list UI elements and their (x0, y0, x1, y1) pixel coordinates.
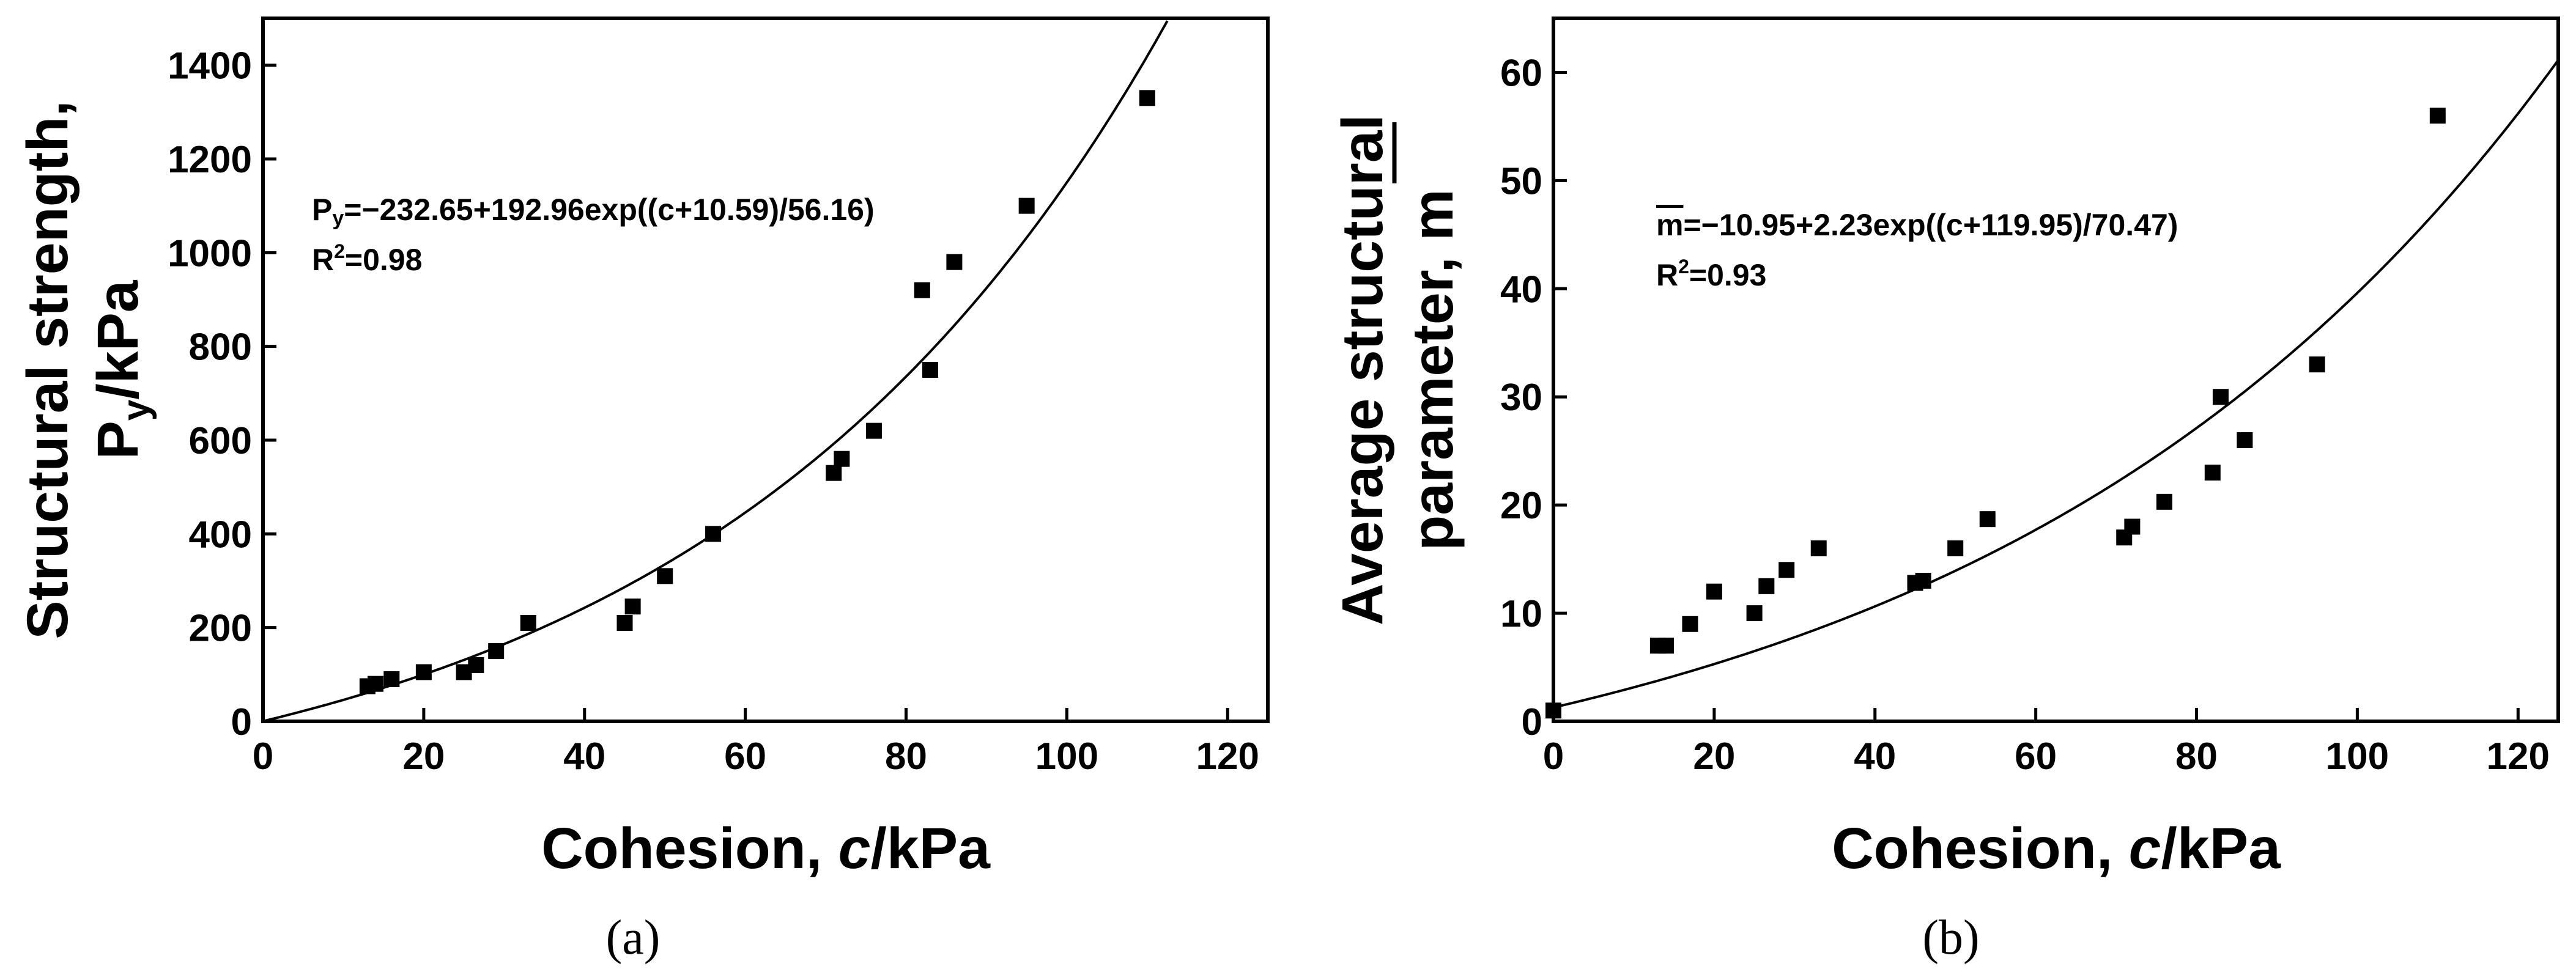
panel-b-fit-group (1553, 59, 2559, 709)
panel-b-x-tick-label-1: 20 (1693, 735, 1735, 778)
panel-b-data-point-2 (1658, 638, 1675, 654)
panel-a-y-tick-label-7: 1400 (168, 45, 252, 87)
panel-a-data-point-16 (922, 362, 938, 378)
panel-b-y-axis-title-line2: parameter, m (1401, 189, 1465, 550)
panel-b-equation-m-bar: m (1656, 208, 1683, 242)
panel-b-x-axis-title: Cohesion, c/kPa (1832, 816, 2281, 881)
panel-b-y-tick-label-0: 0 (1522, 701, 1542, 743)
panel-a-y-axis-title: Structural strength, Py/kPa (15, 100, 157, 639)
panel-a-data-point-8 (616, 615, 633, 631)
panel-a-fit-curve (262, 20, 1169, 723)
panel-b-data-point-5 (1746, 605, 1763, 622)
panel-a-x-tick-label-2: 40 (563, 735, 605, 778)
panel-a-y-tick-label-1: 200 (189, 608, 252, 650)
panel-b-data-point-3 (1682, 616, 1698, 632)
panel-a-x-tick-label-0: 0 (253, 735, 273, 778)
panel-b-data-point-18 (2237, 432, 2253, 448)
panel-b-x-tick-label-3: 60 (2015, 735, 2057, 778)
panel-b-data-point-12 (1979, 511, 1996, 528)
panel-a-data-point-11 (705, 526, 722, 542)
panel-b-label: (b) (1922, 911, 1979, 965)
panel-a-data-point-19 (1139, 90, 1155, 106)
panel-a-r-squared: R2=0.98 (312, 240, 422, 277)
panel-b-data-point-19 (2309, 356, 2325, 373)
panel-a-data-point-9 (624, 598, 641, 615)
panel-b-y-tick-label-6: 60 (1500, 52, 1542, 94)
panel-b-y-tick-label-4: 40 (1500, 268, 1542, 311)
panel-b-data-point-10 (1915, 573, 1931, 589)
panel-b-x-tick-label-4: 80 (2175, 735, 2218, 778)
panel-a-data-point-2 (383, 671, 400, 687)
panel-a-data-point-17 (946, 254, 963, 270)
panel-a-y-tick-label-6: 1200 (168, 139, 252, 181)
panel-b-data-point-20 (2429, 108, 2446, 124)
panel-b-data-point-15 (2156, 493, 2172, 510)
panel-a-data-point-7 (520, 615, 536, 631)
panel-a-data-point-14 (865, 422, 882, 439)
panel-a-y-tick-label-4: 800 (189, 326, 252, 369)
panel-b-plot-frame (1552, 17, 2560, 723)
panel-b-data-point-6 (1758, 578, 1775, 594)
panel-a-data-point-6 (488, 643, 505, 659)
panel-b-x-tick-label-2: 40 (1854, 735, 1896, 778)
panel-b-y-axis-title-line1: Average structural (1330, 114, 1395, 625)
panel-b-x-tick-label-0: 0 (1543, 735, 1564, 778)
panel-b-equation: m=−10.95+2.23exp((c+119.95)/70.47) (1656, 208, 2178, 242)
panel-b-fit-curve (1553, 59, 2559, 709)
panel-a-fit-group (262, 20, 1169, 723)
panel-b-ticks: 0 20 40 60 80 100 120 0 10 20 30 40 50 60 (1500, 52, 2550, 778)
panel-a-label: (a) (606, 911, 661, 965)
panel-b-data-point-4 (1706, 583, 1722, 600)
panel-b-data-point-7 (1778, 562, 1795, 578)
panel-b-x-tick-label-6: 120 (2487, 735, 2550, 778)
panel-b-x-tick-label-5: 100 (2326, 735, 2389, 778)
panel-a-equation: Py=−232.65+192.96exp((c+10.59)/56.16) (312, 193, 875, 230)
panel-a-data-point-3 (415, 664, 432, 680)
panel-a-points (359, 90, 1155, 694)
panel-a-y-tick-label-5: 1000 (168, 232, 252, 274)
panel-a-data-point-15 (914, 282, 930, 298)
panel-a-data-point-12 (826, 465, 842, 481)
panel-a-data-point-5 (468, 657, 484, 673)
panel-b-y-tick-label-3: 30 (1500, 377, 1542, 419)
panel-b-data-point-11 (1947, 540, 1964, 556)
panel-a-y-tick-label-3: 600 (189, 420, 252, 462)
panel-a-x-tick-label-3: 60 (724, 735, 766, 778)
panel-a-x-axis-title: Cohesion, c/kPa (541, 816, 991, 881)
panel-b-data-point-8 (1810, 540, 1827, 556)
panel-a-y-tick-label-2: 400 (189, 514, 252, 556)
panel-a-plot-frame (261, 17, 1270, 723)
panel-b-data-point-16 (2204, 465, 2221, 481)
panel-a: 0 20 40 60 80 100 1200200400600800100012001400… (15, 17, 1270, 965)
panel-a-x-tick-label-5: 100 (1035, 735, 1098, 778)
panel-b-y-axis-title: Average structural parameter, m (1330, 114, 1465, 625)
panel-a-x-tick-label-4: 80 (885, 735, 927, 778)
panel-b-data-point-17 (2212, 389, 2229, 405)
panel-b-y-tick-label-2: 20 (1500, 485, 1542, 527)
panel-b-y-tick-label-1: 10 (1500, 593, 1542, 635)
panel-b-data-point-14 (2124, 518, 2141, 535)
panel-a-y-tick-label-0: 0 (231, 701, 252, 743)
panel-a-y-axis-title-line2: Py/kPa (86, 279, 157, 459)
panel-b-y-tick-label-5: 50 (1500, 160, 1542, 202)
panel-a-x-tick-label-6: 120 (1196, 735, 1259, 778)
panel-a-data-point-13 (834, 451, 850, 467)
panel-b: 0 20 40 60 80 100 120 0 10 20 30 40 50 60 m=−10.95+2.… (1330, 17, 2560, 965)
panel-a-y-axis-title-line1: Structural strength, (15, 100, 80, 639)
panel-b-r-squared: R2=0.93 (1656, 256, 1766, 292)
panel-a-x-tick-label-1: 20 (402, 735, 445, 778)
panel-b-points (1545, 108, 2446, 719)
panel-a-data-point-1 (368, 676, 384, 692)
panel-a-data-point-18 (1018, 197, 1035, 214)
panel-a-data-point-10 (657, 568, 673, 584)
